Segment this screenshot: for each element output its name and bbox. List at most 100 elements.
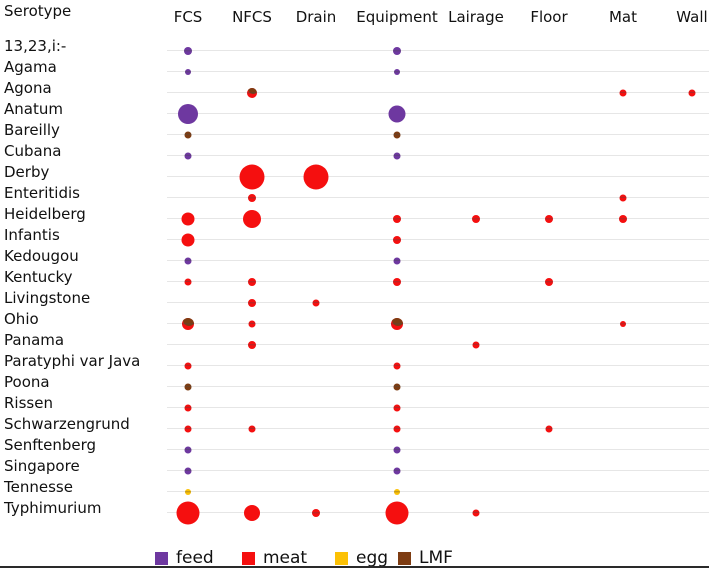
data-point [312, 299, 320, 306]
row-label: 13,23,i:- [4, 37, 67, 55]
gridline-overlay [393, 217, 401, 220]
gridline [167, 449, 709, 450]
data-point [688, 89, 696, 96]
data-point [185, 488, 191, 495]
row-label: Cubana [4, 142, 62, 160]
data-point [393, 235, 401, 244]
data-point [385, 501, 409, 524]
gridline [167, 197, 709, 198]
data-point [185, 68, 191, 75]
data-point [184, 46, 192, 55]
gridline-overlay [619, 196, 627, 199]
data-point [619, 89, 627, 96]
row-label: Agona [4, 79, 52, 97]
gridline-overlay [248, 196, 256, 199]
data-point [545, 425, 553, 432]
legend-item-lmf: LMF [398, 548, 453, 568]
data-point [182, 317, 194, 330]
gridline-overlay [394, 490, 400, 493]
gridline [167, 281, 709, 282]
data-point [394, 68, 400, 75]
row-label: Heidelberg [4, 205, 86, 223]
data-point [393, 214, 401, 223]
gridline [167, 470, 709, 471]
data-point [184, 152, 192, 159]
data-point [181, 233, 195, 246]
gridline-overlay [391, 322, 403, 325]
column-header-nfcs: NFCS [232, 8, 272, 26]
data-point [178, 103, 198, 124]
row-label: Kentucky [4, 268, 73, 286]
gridline-overlay [393, 280, 401, 283]
row-label: Poona [4, 373, 50, 391]
gridline [167, 50, 709, 51]
data-point [176, 501, 200, 524]
gridline-overlay [688, 91, 696, 94]
gridline-overlay [185, 70, 191, 73]
gridline [167, 302, 709, 303]
data-point [239, 164, 265, 189]
data-point [184, 404, 192, 411]
column-header-lairage: Lairage [448, 8, 504, 26]
data-point [393, 383, 401, 390]
data-point [472, 509, 480, 516]
data-point [184, 362, 192, 369]
legend-item-meat: meat [242, 548, 307, 568]
data-point [393, 362, 401, 369]
gridline [167, 92, 709, 93]
data-point [184, 383, 192, 390]
row-label: Senftenberg [4, 436, 97, 454]
data-point [303, 164, 329, 189]
data-point [545, 277, 553, 286]
row-label: Livingstone [4, 289, 91, 307]
column-header-wall: Wall [676, 8, 708, 26]
column-header-equipment: Equipment [356, 8, 438, 26]
row-label: Typhimurium [4, 499, 102, 517]
data-point [184, 467, 192, 474]
gridline-overlay [620, 322, 626, 325]
data-point [393, 425, 401, 432]
gridline [167, 176, 709, 177]
data-point [619, 214, 627, 223]
data-point [393, 277, 401, 286]
gridline-overlay [184, 448, 192, 451]
gridline-overlay [184, 364, 192, 367]
gridline-overlay [184, 385, 192, 388]
row-label: Paratyphi var Java [4, 352, 141, 370]
data-point [619, 194, 627, 201]
data-point [472, 214, 480, 223]
legend-swatch-egg [335, 551, 348, 565]
data-point [248, 277, 256, 286]
gridline [167, 491, 709, 492]
gridline [167, 323, 709, 324]
row-label: Anatum [4, 100, 63, 118]
data-point [243, 209, 261, 228]
lmf-overlay [183, 317, 194, 326]
data-point [248, 425, 256, 432]
legend-label: egg [356, 548, 389, 568]
row-label: Kedougou [4, 247, 79, 265]
legend-label: feed [176, 548, 214, 568]
legend-item-feed: feed [155, 548, 214, 568]
legend: feed meat egg LMF [0, 548, 709, 568]
gridline-overlay [248, 322, 256, 325]
column-header-mat: Mat [608, 8, 638, 26]
gridline-overlay [184, 259, 192, 262]
gridline-overlay [184, 49, 192, 52]
data-point [620, 320, 626, 327]
gridline-overlay [312, 301, 320, 304]
data-point [184, 446, 192, 453]
gridline-overlay [248, 427, 256, 430]
data-point [248, 298, 256, 307]
lmf-overlay [248, 87, 257, 95]
row-label: Panama [4, 331, 65, 349]
legend-swatch-feed [155, 551, 168, 565]
data-point [391, 317, 403, 330]
gridline-overlay [393, 406, 401, 409]
gridline-overlay [184, 280, 192, 283]
legend-swatch-lmf [398, 551, 411, 565]
gridline [167, 365, 709, 366]
gridline-overlay [393, 469, 401, 472]
gridline-overlay [393, 154, 401, 157]
data-point [312, 508, 320, 517]
